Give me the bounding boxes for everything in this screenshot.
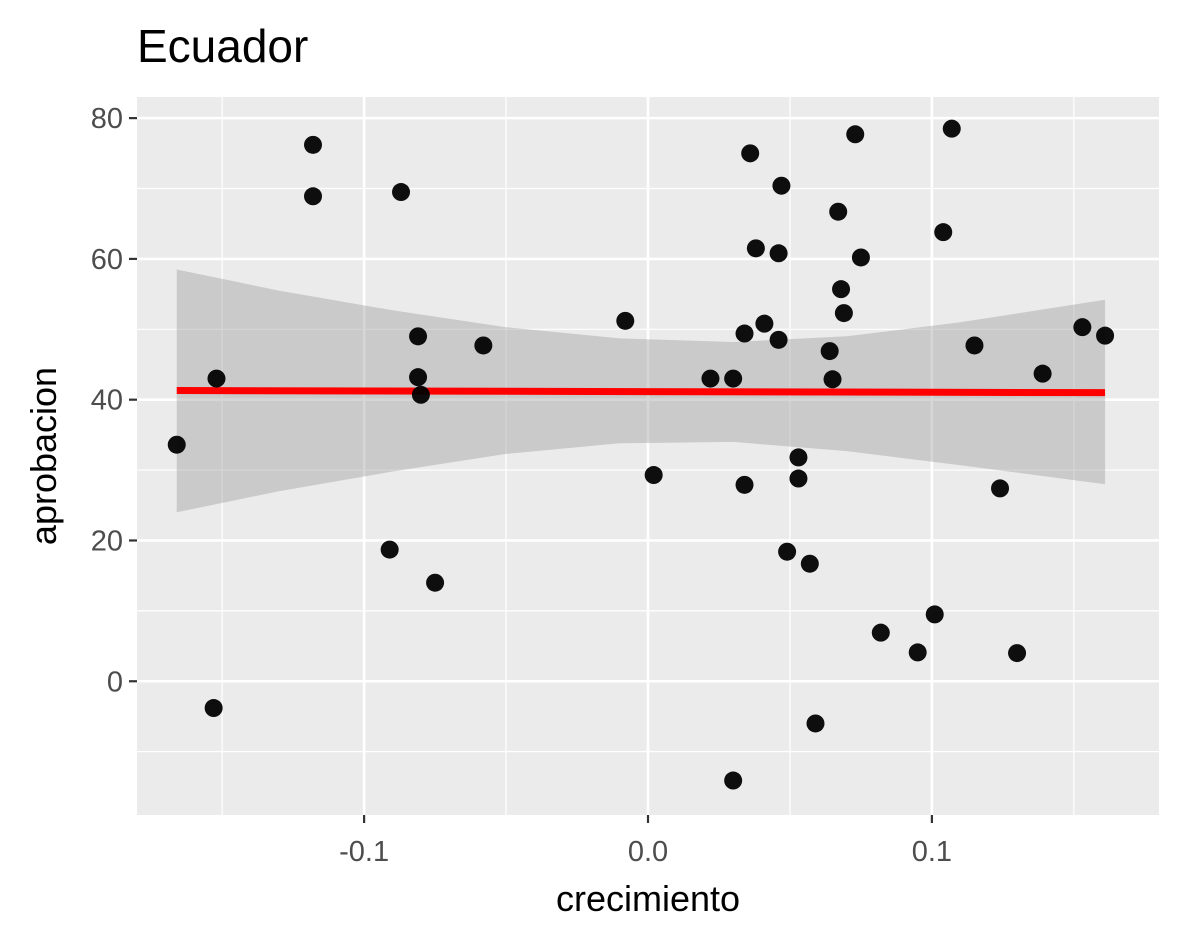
x-axis: -0.1 0.0 0.1 [339, 815, 952, 868]
data-point [207, 369, 226, 388]
x-tick-label: 0.0 [628, 836, 668, 868]
y-axis-title: aprobacion [23, 367, 64, 545]
data-point [769, 330, 788, 349]
data-point [474, 336, 493, 355]
data-point [1096, 326, 1115, 345]
data-point [304, 187, 323, 206]
data-point [616, 311, 635, 330]
trend-line [176, 387, 1106, 397]
data-point [806, 714, 825, 733]
data-point [735, 475, 754, 494]
data-point [1008, 644, 1027, 663]
data-point [800, 554, 819, 573]
data-point [820, 342, 839, 361]
y-tick-label: 40 [91, 385, 123, 417]
data-point [823, 370, 842, 389]
data-point [701, 369, 720, 388]
data-point [991, 479, 1010, 498]
data-point [871, 623, 890, 642]
data-point [769, 244, 788, 263]
data-point [965, 336, 984, 355]
data-point [925, 605, 944, 624]
y-tick-label: 60 [91, 244, 123, 276]
data-point [741, 144, 760, 163]
data-point [772, 176, 791, 195]
data-point [1033, 364, 1052, 383]
major-gridlines [137, 97, 1159, 815]
data-point [644, 466, 663, 485]
data-point [778, 542, 797, 561]
data-point [735, 324, 754, 343]
y-tick-label: 80 [91, 103, 123, 135]
data-point [411, 385, 430, 404]
data-points [167, 119, 1115, 790]
data-point [409, 327, 428, 346]
data-point [789, 448, 808, 467]
x-tick-label: 0.1 [912, 836, 952, 868]
data-point [426, 573, 445, 592]
data-point [934, 223, 953, 242]
data-point [851, 248, 870, 267]
x-tick-label: -0.1 [339, 836, 389, 868]
x-axis-title: crecimiento [556, 878, 740, 919]
y-tick-label: 20 [91, 525, 123, 557]
data-point [204, 699, 223, 718]
data-point [829, 202, 848, 221]
data-point [1073, 318, 1092, 337]
data-point [846, 125, 865, 144]
data-point [746, 239, 765, 258]
data-point [755, 314, 774, 333]
data-point [392, 183, 411, 202]
data-point [832, 280, 851, 299]
data-point [834, 304, 853, 323]
data-point [942, 119, 961, 138]
y-tick-label: 0 [107, 666, 123, 698]
data-point [724, 771, 743, 790]
data-point [789, 469, 808, 488]
data-point [380, 540, 399, 559]
data-point [724, 369, 743, 388]
chart-title: Ecuador [137, 20, 308, 72]
data-point [304, 135, 323, 154]
data-point [908, 643, 927, 662]
data-point [167, 435, 186, 454]
data-point [409, 368, 428, 387]
y-axis: 0 20 40 60 80 [91, 103, 137, 698]
